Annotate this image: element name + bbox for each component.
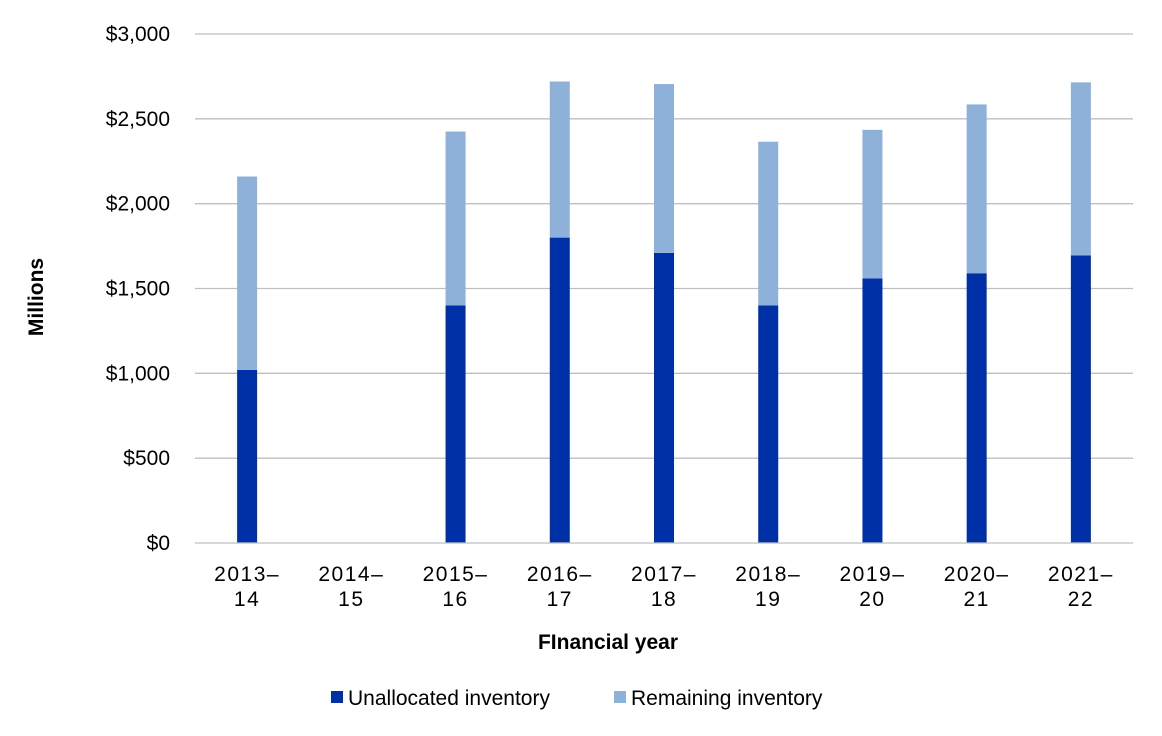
x-tick-label: 2017– (631, 563, 697, 586)
bar-unallocated (966, 273, 987, 543)
legend-item-unallocated: Unallocated inventory (331, 687, 550, 710)
x-tick-label: 18 (651, 588, 677, 611)
bar-remaining (237, 176, 258, 370)
bar-remaining (445, 131, 466, 306)
legend-label: Unallocated inventory (348, 687, 550, 710)
legend-item-remaining: Remaining inventory (614, 687, 823, 710)
x-axis-ticks: 2013–14 2014–15 2015–16 2016–17 2017–18 2018–… (214, 563, 1114, 611)
bar-remaining (1070, 82, 1091, 256)
bar-unallocated (237, 369, 258, 543)
bars (237, 81, 1091, 544)
x-tick-label: 2013– (214, 563, 280, 586)
x-tick-label: 2014– (318, 563, 384, 586)
x-tick-label: 17 (547, 588, 573, 611)
legend: Unallocated inventory Remaining inventory (331, 687, 823, 710)
y-tick-label: $2,500 (106, 108, 170, 131)
bar-remaining (862, 129, 883, 279)
bar-remaining (758, 141, 779, 306)
y-axis-title: Millions (25, 258, 48, 336)
x-axis-title: FInancial year (538, 631, 678, 654)
x-tick-label: 22 (1068, 588, 1094, 611)
bar-unallocated (758, 305, 779, 543)
x-tick-label: 2020– (944, 563, 1010, 586)
x-tick-label: 16 (442, 588, 468, 611)
bar-unallocated (445, 305, 466, 543)
x-tick-label: 2021– (1048, 563, 1114, 586)
y-tick-label: $1,000 (106, 362, 170, 385)
x-tick-label: 2018– (735, 563, 801, 586)
bar-unallocated (654, 252, 674, 543)
bar-remaining (966, 104, 987, 274)
x-tick-label: 19 (755, 588, 781, 611)
x-tick-label: 20 (859, 588, 885, 611)
bar-remaining (549, 81, 570, 238)
x-tick-label: 2016– (527, 563, 593, 586)
bar-unallocated (862, 278, 883, 543)
x-tick-label: 21 (963, 588, 989, 611)
y-tick-label: $2,000 (106, 193, 170, 216)
x-tick-label: 2015– (423, 563, 489, 586)
y-tick-label: $0 (147, 532, 170, 555)
y-tick-label: $3,000 (106, 23, 170, 46)
x-tick-label: 14 (234, 588, 260, 611)
bar-unallocated (549, 237, 570, 543)
bar-remaining (654, 84, 674, 253)
x-tick-label: 2019– (839, 563, 905, 586)
y-tick-label: $1,500 (106, 278, 170, 301)
y-axis-ticks: $0 $500 $1,000 $1,500 $2,000 $2,500 $3,000 (106, 23, 170, 555)
legend-swatch (331, 691, 343, 703)
legend-swatch (614, 691, 626, 703)
y-tick-label: $500 (123, 447, 170, 470)
bar-unallocated (1070, 255, 1091, 544)
x-tick-label: 15 (338, 588, 364, 611)
legend-label: Remaining inventory (631, 687, 823, 710)
